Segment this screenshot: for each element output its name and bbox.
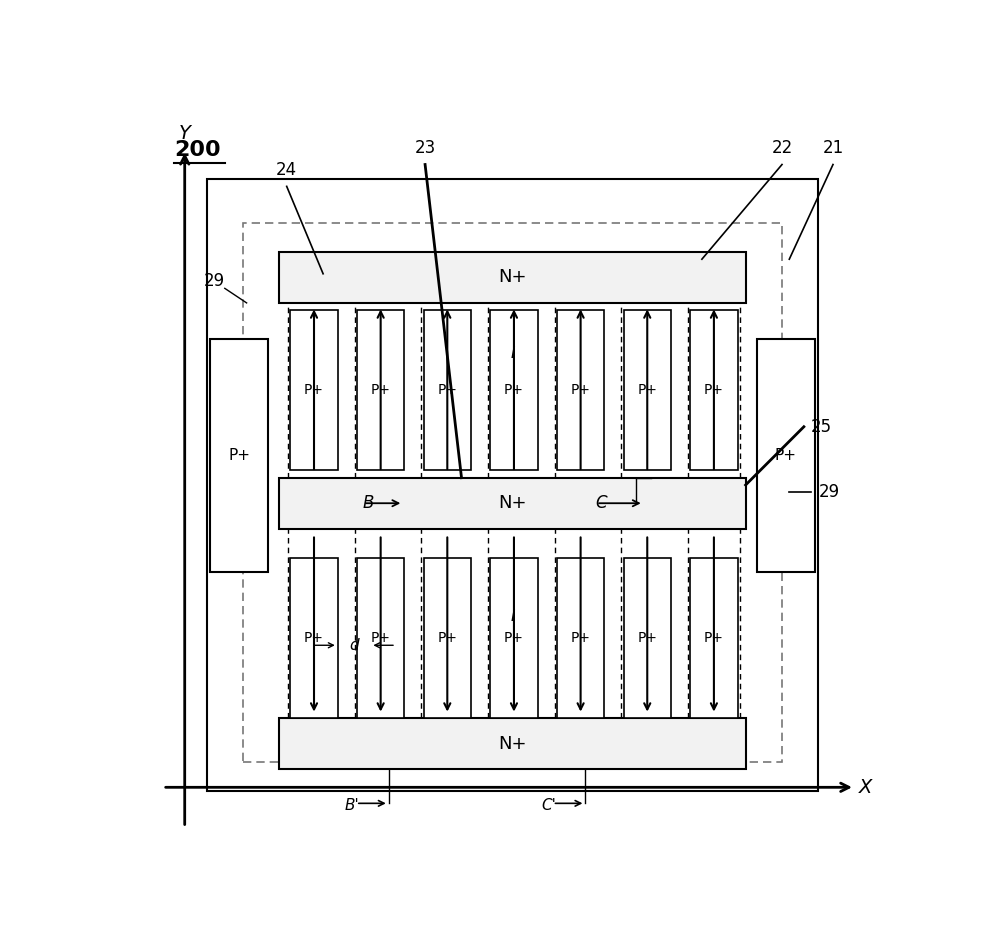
Text: P+: P+ [228,448,250,464]
Bar [424,310,471,470]
Text: 29: 29 [203,272,224,290]
Text: P+: P+ [304,631,324,645]
Text: P+: P+ [571,631,591,645]
Text: N+: N+ [498,269,527,287]
Bar [624,310,671,470]
Text: 25: 25 [811,418,832,436]
Text: X: X [858,778,872,797]
Text: N+: N+ [498,735,527,753]
Text: I: I [510,608,515,623]
Text: P+: P+ [637,383,657,397]
Bar [279,252,746,303]
Bar [243,223,782,762]
Bar [490,310,538,470]
Bar [757,340,815,572]
Text: P+: P+ [504,383,524,397]
Text: P+: P+ [437,383,457,397]
Text: P+: P+ [504,631,524,645]
Bar [279,718,746,769]
Bar [424,558,471,718]
Text: P+: P+ [304,383,324,397]
Bar [690,558,738,718]
Text: P+: P+ [637,631,657,645]
Text: C': C' [541,798,556,813]
Text: 29: 29 [818,483,840,501]
Bar [290,558,338,718]
Text: I: I [510,346,515,361]
Text: Y: Y [179,124,191,143]
Text: P+: P+ [704,631,724,645]
Text: d: d [349,638,359,653]
Bar [357,558,404,718]
Bar [557,310,604,470]
Text: B': B' [345,798,360,813]
Text: P+: P+ [775,448,797,464]
Bar [690,310,738,470]
Text: N+: N+ [498,494,527,512]
Text: 200: 200 [174,140,220,160]
Bar [357,310,404,470]
Text: P+: P+ [704,383,724,397]
Bar [210,340,268,572]
Text: 21: 21 [822,139,844,157]
Bar [279,478,746,529]
Text: P+: P+ [371,631,391,645]
Text: 22: 22 [771,139,793,157]
Text: B: B [363,494,374,512]
Bar [490,558,538,718]
Bar [290,310,338,470]
Bar [624,558,671,718]
Text: C: C [596,494,607,512]
Bar [207,179,818,791]
Bar [557,558,604,718]
Text: P+: P+ [371,383,391,397]
Text: 24: 24 [276,161,297,179]
Text: P+: P+ [437,631,457,645]
Text: 23: 23 [414,139,436,157]
Text: P+: P+ [571,383,591,397]
